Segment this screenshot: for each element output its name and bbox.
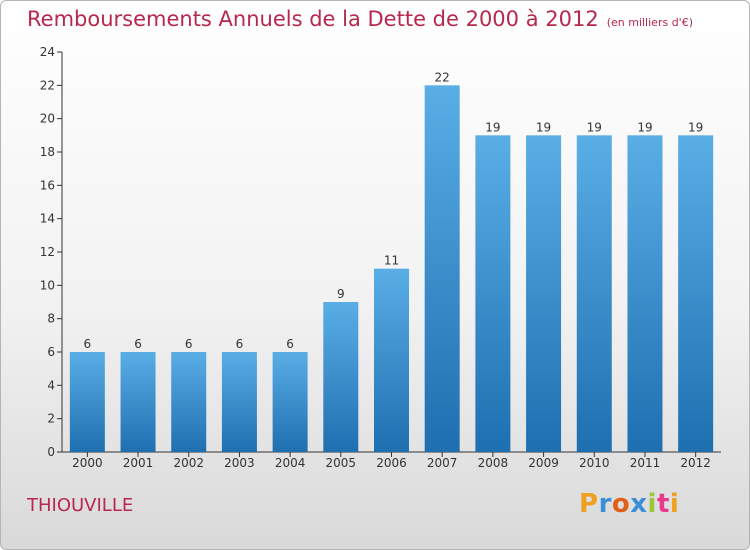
logo-letter: i (647, 489, 657, 519)
logo-letter: r (598, 489, 612, 519)
bar-value-label: 9 (337, 287, 345, 301)
bar-value-label: 6 (185, 337, 193, 351)
bar (576, 135, 612, 453)
logo-letter: x (630, 489, 648, 519)
y-tick-label: 10 (40, 278, 55, 292)
bar-value-label: 19 (587, 120, 602, 134)
y-tick-label: 2 (47, 412, 55, 426)
bar (678, 135, 714, 453)
bar (221, 352, 257, 452)
x-tick-label: 2006 (376, 456, 407, 470)
y-tick-label: 20 (40, 112, 55, 126)
unit-label: (en milliers d'€) (606, 16, 693, 29)
bar-value-label: 19 (637, 120, 652, 134)
bar (424, 85, 460, 452)
bar-value-label: 19 (688, 120, 703, 134)
y-tick-label: 6 (47, 345, 55, 359)
city-name: THIOUVILLE (27, 495, 134, 516)
x-tick-label: 2005 (326, 456, 357, 470)
bar (120, 352, 156, 452)
y-tick-label: 24 (40, 45, 55, 59)
bar-value-label: 22 (435, 70, 450, 84)
x-tick-label: 2010 (579, 456, 610, 470)
bar (374, 268, 409, 452)
y-tick-label: 18 (40, 145, 55, 159)
chart-title: Remboursements Annuels de la Dette de 20… (27, 7, 693, 31)
x-tick-label: 2004 (275, 456, 306, 470)
logo-letter: i (669, 489, 680, 519)
bar (171, 352, 207, 452)
y-tick-label: 14 (40, 212, 55, 226)
y-tick-label: 16 (40, 178, 55, 192)
x-tick-label: 2003 (224, 456, 255, 470)
x-tick-label: 2001 (123, 456, 154, 470)
y-tick-label: 22 (40, 78, 55, 92)
y-tick-label: 12 (40, 245, 55, 259)
bar-value-label: 11 (384, 254, 399, 268)
y-tick-label: 0 (47, 445, 55, 459)
bar-value-label: 6 (286, 337, 294, 351)
x-tick-label: 2008 (478, 456, 509, 470)
bar (627, 135, 663, 453)
bar (526, 135, 562, 453)
bar-value-label: 6 (236, 337, 244, 351)
y-tick-label: 4 (47, 378, 55, 392)
x-tick-label: 2011 (630, 456, 661, 470)
x-tick-label: 2000 (72, 456, 103, 470)
logo-letter: t (656, 489, 670, 519)
proxiti-logo: Proxiti (579, 489, 679, 519)
bar (272, 352, 308, 452)
x-tick-label: 2012 (680, 456, 711, 470)
bar (323, 302, 359, 452)
bar-value-label: 6 (134, 337, 142, 351)
bar-value-label: 19 (485, 120, 500, 134)
y-tick-label: 8 (47, 312, 55, 326)
x-tick-label: 2009 (528, 456, 559, 470)
bar-value-label: 6 (84, 337, 92, 351)
x-tick-label: 2002 (173, 456, 204, 470)
bar (69, 352, 105, 452)
x-tick-label: 2007 (427, 456, 458, 470)
logo-letter: o (611, 489, 631, 519)
logo-letter: P (579, 489, 599, 519)
bar-value-label: 19 (536, 120, 551, 134)
bar (475, 135, 511, 453)
